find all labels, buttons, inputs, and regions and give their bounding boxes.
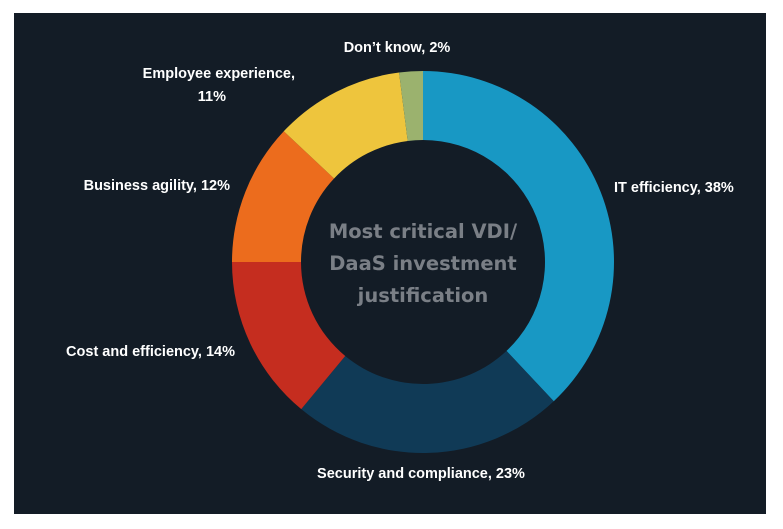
slice-cost-and-efficiency <box>232 262 346 410</box>
label-security-compliance: Security and compliance, 23% <box>317 466 525 482</box>
label-employee-experience-line-2: 11% <box>198 89 226 105</box>
center-title-line-2: DaaS investment <box>329 252 517 275</box>
label-employee-experience-line-1: Employee experience, <box>143 66 295 82</box>
center-title-line-1: Most critical VDI/ <box>329 220 518 243</box>
slice-don-t-know <box>399 71 423 141</box>
label-cost-efficiency: Cost and efficiency, 14% <box>66 344 235 360</box>
label-business-agility: Business agility, 12% <box>84 178 231 194</box>
slice-security-and-compliance <box>301 350 554 453</box>
slice-employee-experience <box>283 72 408 179</box>
slice-business-agility <box>232 131 335 262</box>
slice-it-efficiency <box>423 71 614 402</box>
label-dont-know: Don’t know, 2% <box>344 40 451 56</box>
donut-slices <box>232 71 614 453</box>
center-title-line-3: justification <box>357 284 489 307</box>
label-it-efficiency: IT efficiency, 38% <box>614 180 734 196</box>
